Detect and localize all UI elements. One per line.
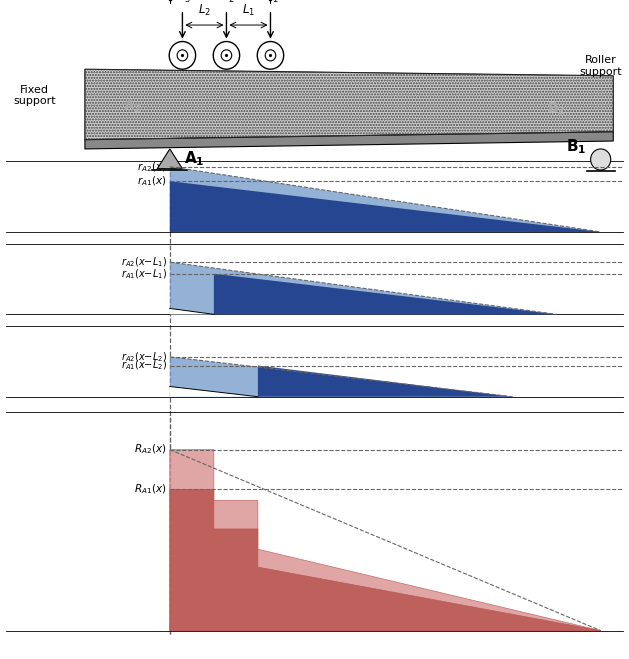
Circle shape (221, 50, 231, 61)
Polygon shape (85, 69, 613, 140)
Text: $W_1$: $W_1$ (262, 0, 279, 5)
Polygon shape (170, 262, 557, 314)
Text: Fixed
support: Fixed support (13, 85, 56, 106)
Text: $L_2$: $L_2$ (198, 3, 211, 18)
Text: $R_{A1}(x)$: $R_{A1}(x)$ (134, 482, 167, 496)
Circle shape (591, 149, 611, 170)
Text: $r_{A1}(x)$: $r_{A1}(x)$ (137, 175, 167, 188)
Polygon shape (214, 273, 557, 314)
Polygon shape (157, 149, 182, 169)
Circle shape (265, 50, 276, 61)
Circle shape (169, 42, 196, 69)
Text: $r_{A1}(x{-}L_1)$: $r_{A1}(x{-}L_1)$ (121, 267, 167, 281)
Polygon shape (170, 357, 513, 397)
Polygon shape (170, 449, 601, 631)
Circle shape (177, 50, 187, 61)
Text: $R_{A2}(x)$: $R_{A2}(x)$ (134, 443, 167, 457)
Text: $r_{A1}(x{-}L_2)$: $r_{A1}(x{-}L_2)$ (121, 358, 167, 372)
Circle shape (257, 42, 284, 69)
Text: $\mathbf{B_2}$: $\mathbf{B_2}$ (547, 101, 566, 117)
Polygon shape (170, 308, 214, 314)
Text: $\mathbf{B_1}$: $\mathbf{B_1}$ (567, 137, 587, 156)
Text: $L_1$: $L_1$ (242, 3, 255, 18)
Text: $W_2$: $W_2$ (218, 0, 235, 5)
Text: $r_{A2}(x{-}L_2)$: $r_{A2}(x{-}L_2)$ (121, 350, 167, 364)
Text: $\mathbf{A_1}$: $\mathbf{A_1}$ (184, 150, 204, 168)
Circle shape (213, 42, 240, 69)
Text: Roller
support: Roller support (579, 55, 622, 76)
Polygon shape (170, 490, 601, 631)
Polygon shape (170, 167, 601, 232)
Polygon shape (85, 132, 613, 149)
Text: $r_{A2}(x)$: $r_{A2}(x)$ (137, 160, 167, 173)
Text: $\mathbf{A_2}$: $\mathbf{A_2}$ (123, 99, 142, 115)
Text: $r_{A2}(x{-}L_1)$: $r_{A2}(x{-}L_1)$ (121, 255, 167, 269)
Polygon shape (170, 386, 258, 397)
Text: $W_3$: $W_3$ (174, 0, 191, 5)
Polygon shape (170, 181, 601, 232)
Polygon shape (258, 366, 513, 397)
